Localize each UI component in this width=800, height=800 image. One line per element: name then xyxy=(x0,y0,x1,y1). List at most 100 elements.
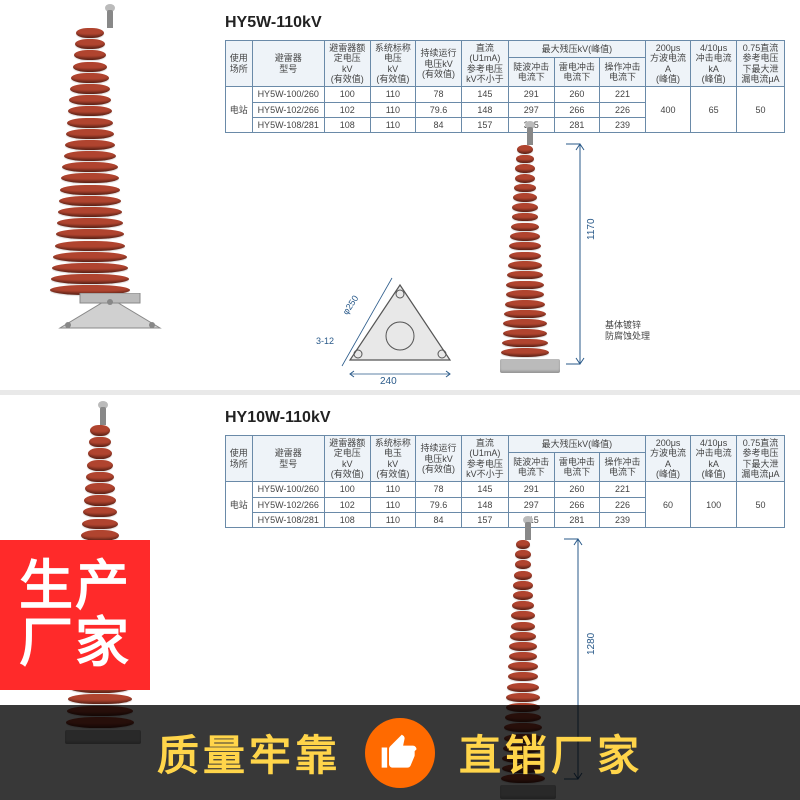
cell-value: 266 xyxy=(554,102,600,117)
section-2-title: HY10W-110kV xyxy=(225,409,331,427)
col-header: 0.75直流参考电压下最大泄漏电流μA xyxy=(736,41,784,87)
insulator-shed xyxy=(504,310,546,319)
insulator-shed xyxy=(511,223,539,232)
insulator-shed xyxy=(74,50,107,60)
cell-value: 108 xyxy=(325,513,371,528)
cell-place: 电站 xyxy=(226,87,253,133)
terminal-rod-icon xyxy=(525,522,531,540)
insulator-shed xyxy=(510,632,536,641)
base-dim-bolt-label: 3-12 xyxy=(316,336,334,346)
insulator-shed xyxy=(71,73,108,83)
col-header: 持续运行电压kV(有效值) xyxy=(416,436,462,482)
cell-value: 221 xyxy=(600,482,646,497)
cell-value: 157 xyxy=(461,118,508,133)
insulator-shed xyxy=(70,84,109,94)
spec-table-2: 使用场所避雷器型号避雷器额定电压kV(有效值)系统标称电玉kV(有效值)持续运行… xyxy=(225,435,785,528)
insulator-shed xyxy=(509,642,536,651)
cell-tail: 50 xyxy=(736,482,784,528)
cell-value: 291 xyxy=(508,482,554,497)
base-dim-width-label: 240 xyxy=(380,376,397,387)
insulator-shed xyxy=(508,672,539,681)
insulator-shed xyxy=(62,162,117,172)
promo-badge-line2: 厂家 xyxy=(0,615,150,672)
insulator-shed xyxy=(86,472,114,483)
insulator-stack xyxy=(500,145,550,357)
spec-table-1: 使用场所避雷器型号避雷器额定电压kV(有效值)系统标称电压kV(有效值)持续运行… xyxy=(225,40,785,133)
col-header: 200μs方波电流A(峰值) xyxy=(645,436,691,482)
cell-value: 145 xyxy=(461,482,508,497)
col-header: 持续运行电压kV(有效值) xyxy=(416,41,462,87)
cell-tail: 100 xyxy=(691,482,737,528)
col-header: 直流(U1mA)参考电压kV不小于 xyxy=(461,41,508,87)
cell-value: HY5W-108/281 xyxy=(252,513,324,528)
cell-value: 108 xyxy=(325,118,371,133)
col-header: 200μs方波电流A(峰值) xyxy=(645,41,691,87)
bottom-bar-right-text: 直销厂家 xyxy=(459,722,643,783)
thumbs-up-icon xyxy=(365,718,435,788)
cell-value: 110 xyxy=(370,513,416,528)
insulator-shed xyxy=(503,329,548,338)
insulator-shed xyxy=(516,155,534,164)
terminal-rod-icon xyxy=(100,407,106,425)
cell-value: 148 xyxy=(461,497,508,512)
insulator-shed xyxy=(508,261,542,270)
col-header: 0.75直流参考电压下最大泄漏电流μA xyxy=(736,436,784,482)
col-subheader: 陡波冲击电流下 xyxy=(508,453,554,482)
cell-value: HY5W-100/260 xyxy=(252,87,324,102)
col-header: 避雷器额定电压kV(有效值) xyxy=(325,41,371,87)
col-header: 系统标称电压kV(有效值) xyxy=(370,41,416,87)
insulator-shed xyxy=(82,519,117,530)
promo-badge: 生产 厂家 xyxy=(0,540,150,690)
insulator-shed xyxy=(512,203,537,212)
cell-value: 79.6 xyxy=(416,497,462,512)
section-1-title: HY5W-110kV xyxy=(225,14,322,32)
insulator-shed xyxy=(511,611,534,620)
insulator-shed xyxy=(517,145,533,154)
cell-value: 226 xyxy=(600,497,646,512)
cell-value: 297 xyxy=(508,102,554,117)
cell-value: 110 xyxy=(370,102,416,117)
insulator-shed xyxy=(513,591,534,600)
insulator-shed xyxy=(85,483,115,494)
cell-value: 145 xyxy=(461,87,508,102)
cell-value: 110 xyxy=(370,118,416,133)
cell-tail: 60 xyxy=(645,482,691,528)
cell-value: 110 xyxy=(370,497,416,512)
datasheet-section-1: HY5W-110kV 使用场所避雷器型号避雷器额定电压kV(有效值)系统标称电压… xyxy=(0,0,800,390)
col-subheader: 雷电冲击电流下 xyxy=(554,58,600,87)
insulator-shed xyxy=(69,95,111,105)
height-dimension-1 xyxy=(560,140,600,370)
insulator-shed xyxy=(515,164,534,173)
col-header: 系统标称电玉kV(有效值) xyxy=(370,436,416,482)
cell-value: 281 xyxy=(554,513,600,528)
cell-value: HY5W-102/266 xyxy=(252,102,324,117)
insulator-shed xyxy=(507,683,539,692)
cell-value: 78 xyxy=(416,482,462,497)
col-header: 使用场所 xyxy=(226,41,253,87)
insulator-shed xyxy=(89,437,111,448)
insulator-shed xyxy=(505,300,545,309)
cell-value: 239 xyxy=(600,118,646,133)
arrester-illustration-small-1 xyxy=(500,145,560,373)
insulator-shed xyxy=(90,425,110,436)
insulator-shed xyxy=(514,184,536,193)
insulator-shed xyxy=(509,652,537,661)
cell-value: 100 xyxy=(325,482,371,497)
cell-value: 79.6 xyxy=(416,102,462,117)
insulator-shed xyxy=(68,106,112,116)
insulator-shed xyxy=(501,348,549,357)
col-header: 避雷器型号 xyxy=(252,436,324,482)
insulator-shed xyxy=(68,694,132,705)
insulator-shed xyxy=(509,252,542,261)
insulator-shed xyxy=(65,140,116,150)
cell-value: 226 xyxy=(600,102,646,117)
cell-value: 84 xyxy=(416,118,462,133)
cell-value: 221 xyxy=(600,87,646,102)
terminal-rod-icon xyxy=(107,10,113,28)
cell-value: 266 xyxy=(554,497,600,512)
insulator-shed xyxy=(61,173,118,183)
insulator-shed xyxy=(502,339,548,348)
col-subheader: 操作冲击电流下 xyxy=(600,453,646,482)
insulator-shed xyxy=(514,571,532,580)
insulator-shed xyxy=(506,693,540,702)
